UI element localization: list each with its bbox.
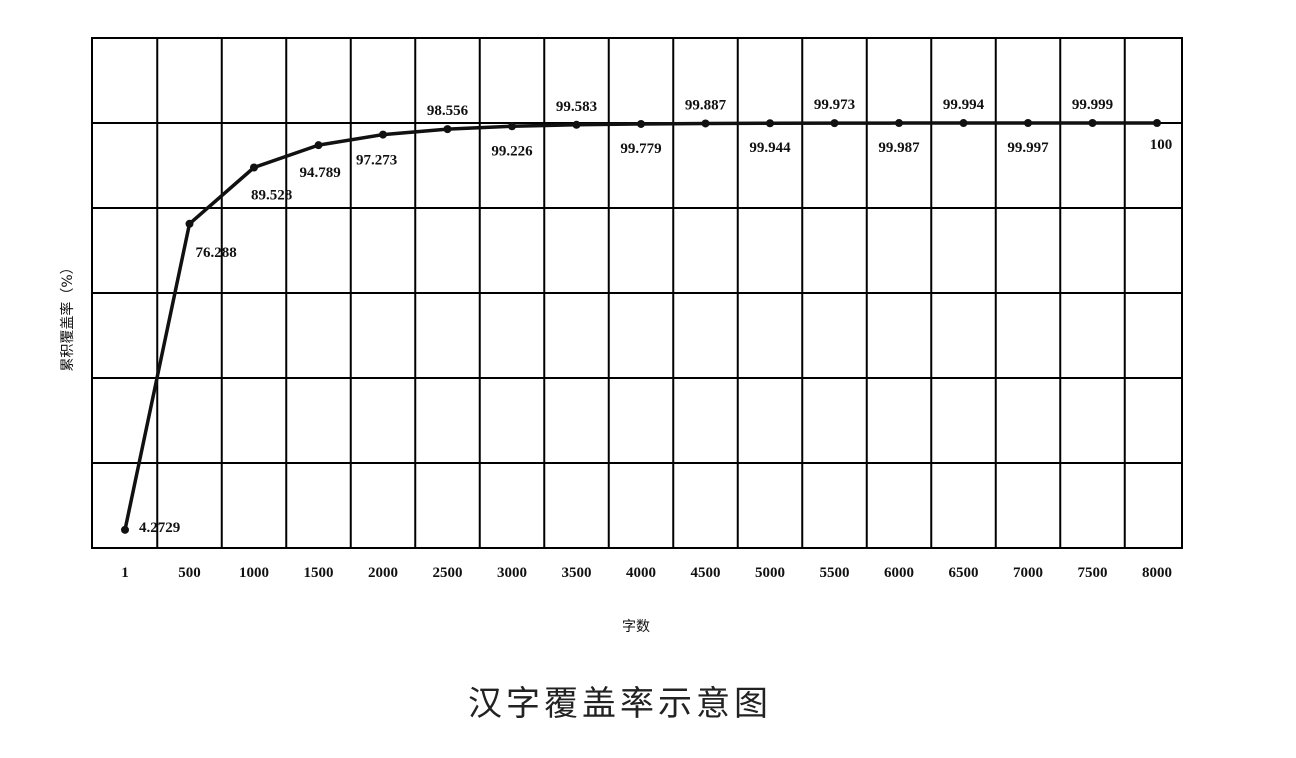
data-label: 99.583 [556,99,597,115]
x-tick-label: 8000 [1142,565,1172,581]
data-label: 89.528 [251,188,292,204]
data-label: 99.999 [1072,97,1113,113]
data-label: 99.226 [491,143,533,159]
data-point [1089,119,1097,127]
x-axis-title: 字数 [622,619,650,635]
data-point [702,119,710,127]
grid [92,38,1182,548]
x-tick-label: 4000 [626,565,656,581]
data-point [250,164,258,172]
data-label: 100 [1150,137,1173,153]
y-axis-title: 累积覆盖率（%） [59,260,76,371]
x-tick-label: 2500 [433,565,463,581]
data-point [379,131,387,139]
data-label: 94.789 [300,165,341,181]
x-tick-label: 5000 [755,565,785,581]
x-tick-label: 7000 [1013,565,1043,581]
data-point [1153,119,1161,127]
data-label: 76.288 [196,245,237,261]
series: 4.2729 76.288 89.528 94.789 97.273 98.556 99.2… [121,97,1172,536]
x-tick-label: 1500 [304,565,334,581]
x-tick-label: 5500 [820,565,850,581]
coverage-line [125,123,1157,530]
data-point [121,526,129,534]
data-point [573,121,581,129]
data-label: 99.887 [685,97,727,113]
data-point [315,141,323,149]
data-label: 99.987 [878,140,920,156]
data-label: 98.556 [427,103,469,119]
data-point [186,220,194,228]
data-point [960,119,968,127]
x-tick-label: 1000 [239,565,269,581]
x-tick-label: 7500 [1078,565,1108,581]
data-label: 99.944 [749,140,791,156]
x-tick-label: 6000 [884,565,914,581]
chart-title: 汉字覆盖率示意图 [468,684,772,724]
data-point [508,122,516,130]
x-tick-labels: 1 500 1000 1500 2000 2500 3000 3500 4000 4500 5000… [121,565,1172,581]
data-point [895,119,903,127]
x-tick-label: 1 [121,565,129,581]
data-label: 99.779 [620,141,661,157]
x-tick-label: 4500 [691,565,721,581]
x-tick-label: 3500 [562,565,592,581]
data-label: 99.997 [1007,140,1049,156]
data-label: 97.273 [356,153,397,169]
data-point [444,125,452,133]
x-tick-label: 2000 [368,565,398,581]
x-tick-label: 6500 [949,565,979,581]
data-point [637,120,645,128]
x-tick-label: 3000 [497,565,527,581]
data-label: 99.994 [943,97,985,113]
data-point [766,119,774,127]
data-label: 4.2729 [139,520,180,536]
data-point [831,119,839,127]
data-point [1024,119,1032,127]
x-tick-label: 500 [178,565,201,581]
data-label: 99.973 [814,97,855,113]
